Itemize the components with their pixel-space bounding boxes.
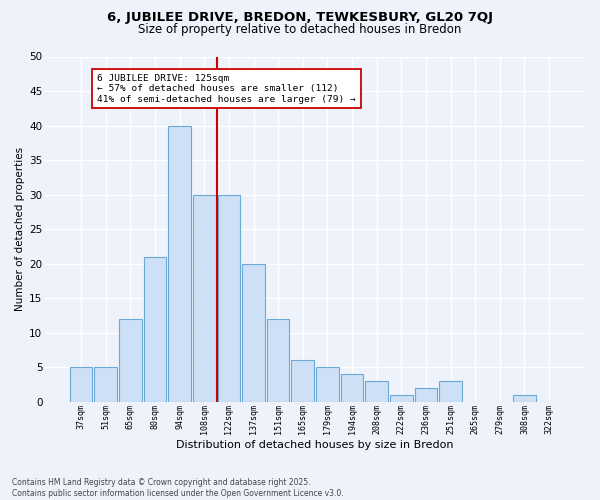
Bar (94, 367, 117, 402)
X-axis label: Distribution of detached houses by size in Bredon: Distribution of detached houses by size … (176, 440, 454, 450)
Text: 6, JUBILEE DRIVE, BREDON, TEWKESBURY, GL20 7QJ: 6, JUBILEE DRIVE, BREDON, TEWKESBURY, GL… (107, 11, 493, 24)
Text: Contains HM Land Registry data © Crown copyright and database right 2025.
Contai: Contains HM Land Registry data © Crown c… (12, 478, 344, 498)
Bar (168, 126, 191, 402)
Bar (119, 319, 142, 402)
Bar (143, 256, 166, 402)
Bar (267, 319, 289, 402)
Bar (513, 395, 536, 402)
Text: Size of property relative to detached houses in Bredon: Size of property relative to detached ho… (139, 22, 461, 36)
Bar (439, 381, 462, 402)
Bar (70, 367, 92, 402)
Bar (316, 367, 339, 402)
Bar (341, 374, 364, 402)
Y-axis label: Number of detached properties: Number of detached properties (15, 147, 25, 311)
Text: 6 JUBILEE DRIVE: 125sqm
← 57% of detached houses are smaller (112)
41% of semi-d: 6 JUBILEE DRIVE: 125sqm ← 57% of detache… (97, 74, 356, 104)
Bar (242, 264, 265, 402)
Bar (415, 388, 437, 402)
Bar (365, 381, 388, 402)
Bar (218, 194, 240, 402)
Bar (292, 360, 314, 402)
Bar (193, 194, 215, 402)
Bar (390, 395, 413, 402)
